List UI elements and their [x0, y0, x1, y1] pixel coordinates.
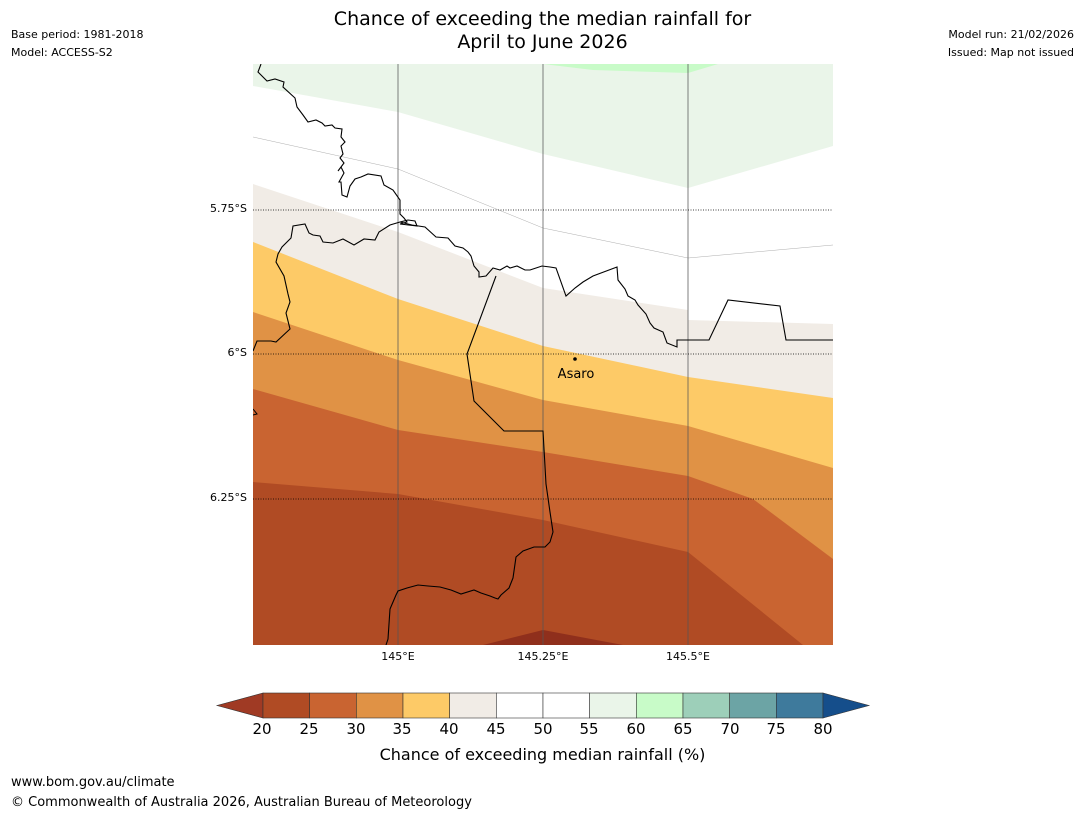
title-line-2: April to June 2026: [457, 31, 628, 53]
colorbar-tick: 60: [626, 720, 646, 738]
band-below-20: [483, 630, 623, 645]
lat-label-5-75: 5.75°S: [210, 202, 247, 215]
asaro-label: Asaro: [558, 367, 595, 382]
colorbar-tick: 35: [392, 720, 412, 738]
colorbar-segment: [309, 692, 357, 719]
lon-label-145-5: 145.5°E: [666, 650, 710, 663]
colorbar-tick: 70: [720, 720, 740, 738]
colorbar-under-arrow: [215, 692, 264, 719]
colorbar-segment: [356, 692, 404, 719]
colorbar-tick: 20: [252, 720, 272, 738]
colorbar-over-arrow: [822, 692, 871, 719]
model-run: Model run: 21/02/2026: [948, 28, 1074, 41]
meta-left: Base period: 1981-2018 Model: ACCESS-S2: [11, 26, 143, 62]
colorbar-tick: 65: [673, 720, 693, 738]
lon-label-145-25: 145.25°E: [517, 650, 569, 663]
colorbar-segment: [449, 692, 497, 719]
colorbar-segment: [262, 692, 310, 719]
colorbar-tick: 30: [346, 720, 366, 738]
colorbar-tick: 75: [766, 720, 786, 738]
colorbar-segment: [636, 692, 684, 719]
base-period: Base period: 1981-2018: [11, 28, 144, 41]
lat-label-6-25: 6.25°S: [210, 491, 247, 504]
colorbar-tick: 80: [813, 720, 833, 738]
colorbar-segment: [589, 692, 637, 719]
colorbar-segment: [776, 692, 824, 719]
title-line-1: Chance of exceeding the median rainfall …: [333, 8, 752, 30]
map-title: Chance of exceeding the median rainfall …: [0, 8, 1085, 54]
footer-copyright: © Commonwealth of Australia 2026, Austra…: [11, 795, 472, 810]
colorbar-tick: 50: [533, 720, 553, 738]
colorbar-tick: 55: [579, 720, 599, 738]
colorbar-segment: [542, 692, 590, 719]
footer-url: www.bom.gov.au/climate: [11, 775, 175, 790]
province-boundary: [253, 408, 258, 416]
colorbar-segment: [402, 692, 450, 719]
colorbar-segment: [496, 692, 544, 719]
province-boundary: [399, 221, 833, 348]
model-name: Model: ACCESS-S2: [11, 46, 113, 59]
issued-status: Issued: Map not issued: [947, 46, 1074, 59]
band-60-65: [543, 64, 718, 73]
asaro-marker: [573, 357, 577, 361]
meta-right: Model run: 21/02/2026 Issued: Map not is…: [948, 26, 1074, 62]
rainfall-map: Asaro: [253, 64, 833, 645]
province-boundary: [253, 64, 418, 352]
colorbar-tick: 25: [299, 720, 319, 738]
colorbar-tick: 40: [439, 720, 459, 738]
lat-label-6: 6°S: [227, 346, 247, 359]
province-boundary: [385, 275, 554, 645]
colorbar-label: Chance of exceeding median rainfall (%): [379, 745, 706, 764]
colorbar-segment: [682, 692, 730, 719]
colorbar-tick: 45: [486, 720, 506, 738]
colorbar-segments: [262, 692, 824, 719]
colorbar: [215, 692, 871, 719]
colorbar-segment: [729, 692, 777, 719]
lon-label-145: 145°E: [381, 650, 415, 663]
